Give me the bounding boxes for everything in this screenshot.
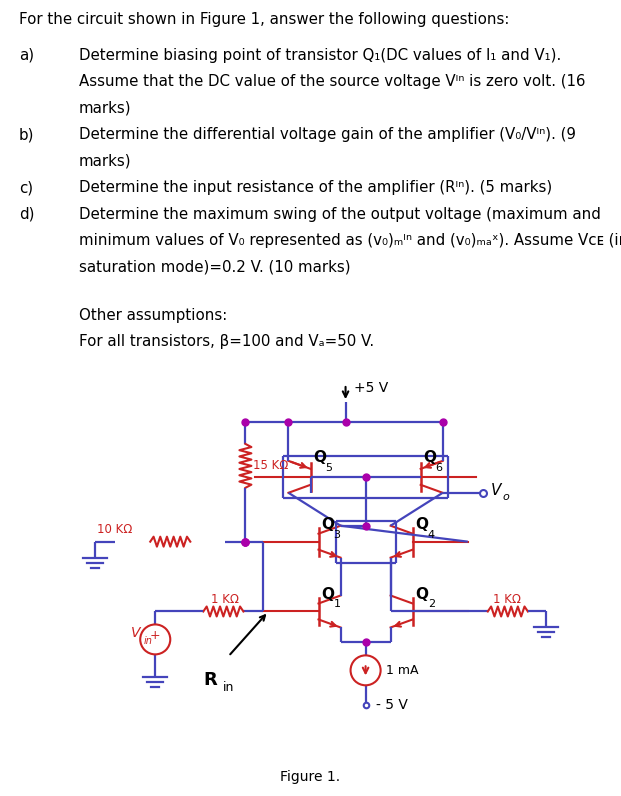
Text: +5 V: +5 V: [353, 381, 388, 395]
Text: marks): marks): [79, 154, 132, 169]
Text: Determine the maximum swing of the output voltage (maximum and: Determine the maximum swing of the outpu…: [79, 207, 601, 222]
Text: marks): marks): [79, 101, 132, 115]
Text: d): d): [19, 207, 34, 222]
Text: minimum values of V₀ represented as (v₀)ₘᴵⁿ and (v₀)ₘₐˣ). Assume Vᴄᴇ (in: minimum values of V₀ represented as (v₀)…: [79, 233, 621, 248]
Text: For the circuit shown in Figure 1, answer the following questions:: For the circuit shown in Figure 1, answe…: [19, 12, 509, 27]
Text: Determine biasing point of transistor Q₁(DC values of I₁ and V₁).: Determine biasing point of transistor Q₁…: [79, 48, 561, 63]
Text: a): a): [19, 48, 34, 63]
Text: Q: Q: [314, 450, 327, 465]
Text: Determine the input resistance of the amplifier (Rᴵⁿ). (5 marks): Determine the input resistance of the am…: [79, 180, 552, 195]
Text: 2: 2: [428, 599, 435, 610]
Text: Other assumptions:: Other assumptions:: [79, 307, 227, 322]
Text: 4: 4: [428, 529, 435, 540]
Text: in: in: [143, 637, 152, 646]
Text: Q: Q: [415, 587, 428, 602]
Text: c): c): [19, 180, 33, 195]
Text: 5: 5: [325, 462, 332, 473]
Text: in: in: [224, 681, 235, 694]
Text: 3: 3: [333, 529, 340, 540]
Text: 1 KΩ: 1 KΩ: [211, 593, 239, 606]
Text: Q: Q: [415, 517, 428, 532]
Text: Q: Q: [424, 450, 437, 465]
Text: Figure 1.: Figure 1.: [281, 770, 340, 784]
Text: Determine the differential voltage gain of the amplifier (V₀/Vᴵⁿ). (9: Determine the differential voltage gain …: [79, 127, 576, 142]
Text: +: +: [150, 629, 161, 642]
Text: Assume that the DC value of the source voltage Vᴵⁿ is zero volt. (16: Assume that the DC value of the source v…: [79, 74, 586, 89]
Text: R: R: [203, 671, 217, 689]
Text: V: V: [491, 483, 501, 498]
Text: Q: Q: [322, 517, 335, 532]
Text: saturation mode)=0.2 V. (10 marks): saturation mode)=0.2 V. (10 marks): [79, 259, 350, 275]
Text: 6: 6: [436, 462, 443, 473]
Text: 1: 1: [333, 599, 340, 610]
Text: b): b): [19, 127, 34, 142]
Text: - 5 V: - 5 V: [376, 698, 407, 712]
Text: For all transistors, β=100 and Vₐ=50 V.: For all transistors, β=100 and Vₐ=50 V.: [79, 334, 374, 349]
Text: 1 mA: 1 mA: [386, 664, 418, 677]
Text: 1 KΩ: 1 KΩ: [493, 593, 521, 606]
Text: 10 KΩ: 10 KΩ: [97, 523, 132, 537]
Text: 15 KΩ: 15 KΩ: [253, 459, 289, 472]
Text: Q: Q: [322, 587, 335, 602]
Text: o: o: [503, 492, 510, 501]
Text: V: V: [131, 626, 141, 641]
